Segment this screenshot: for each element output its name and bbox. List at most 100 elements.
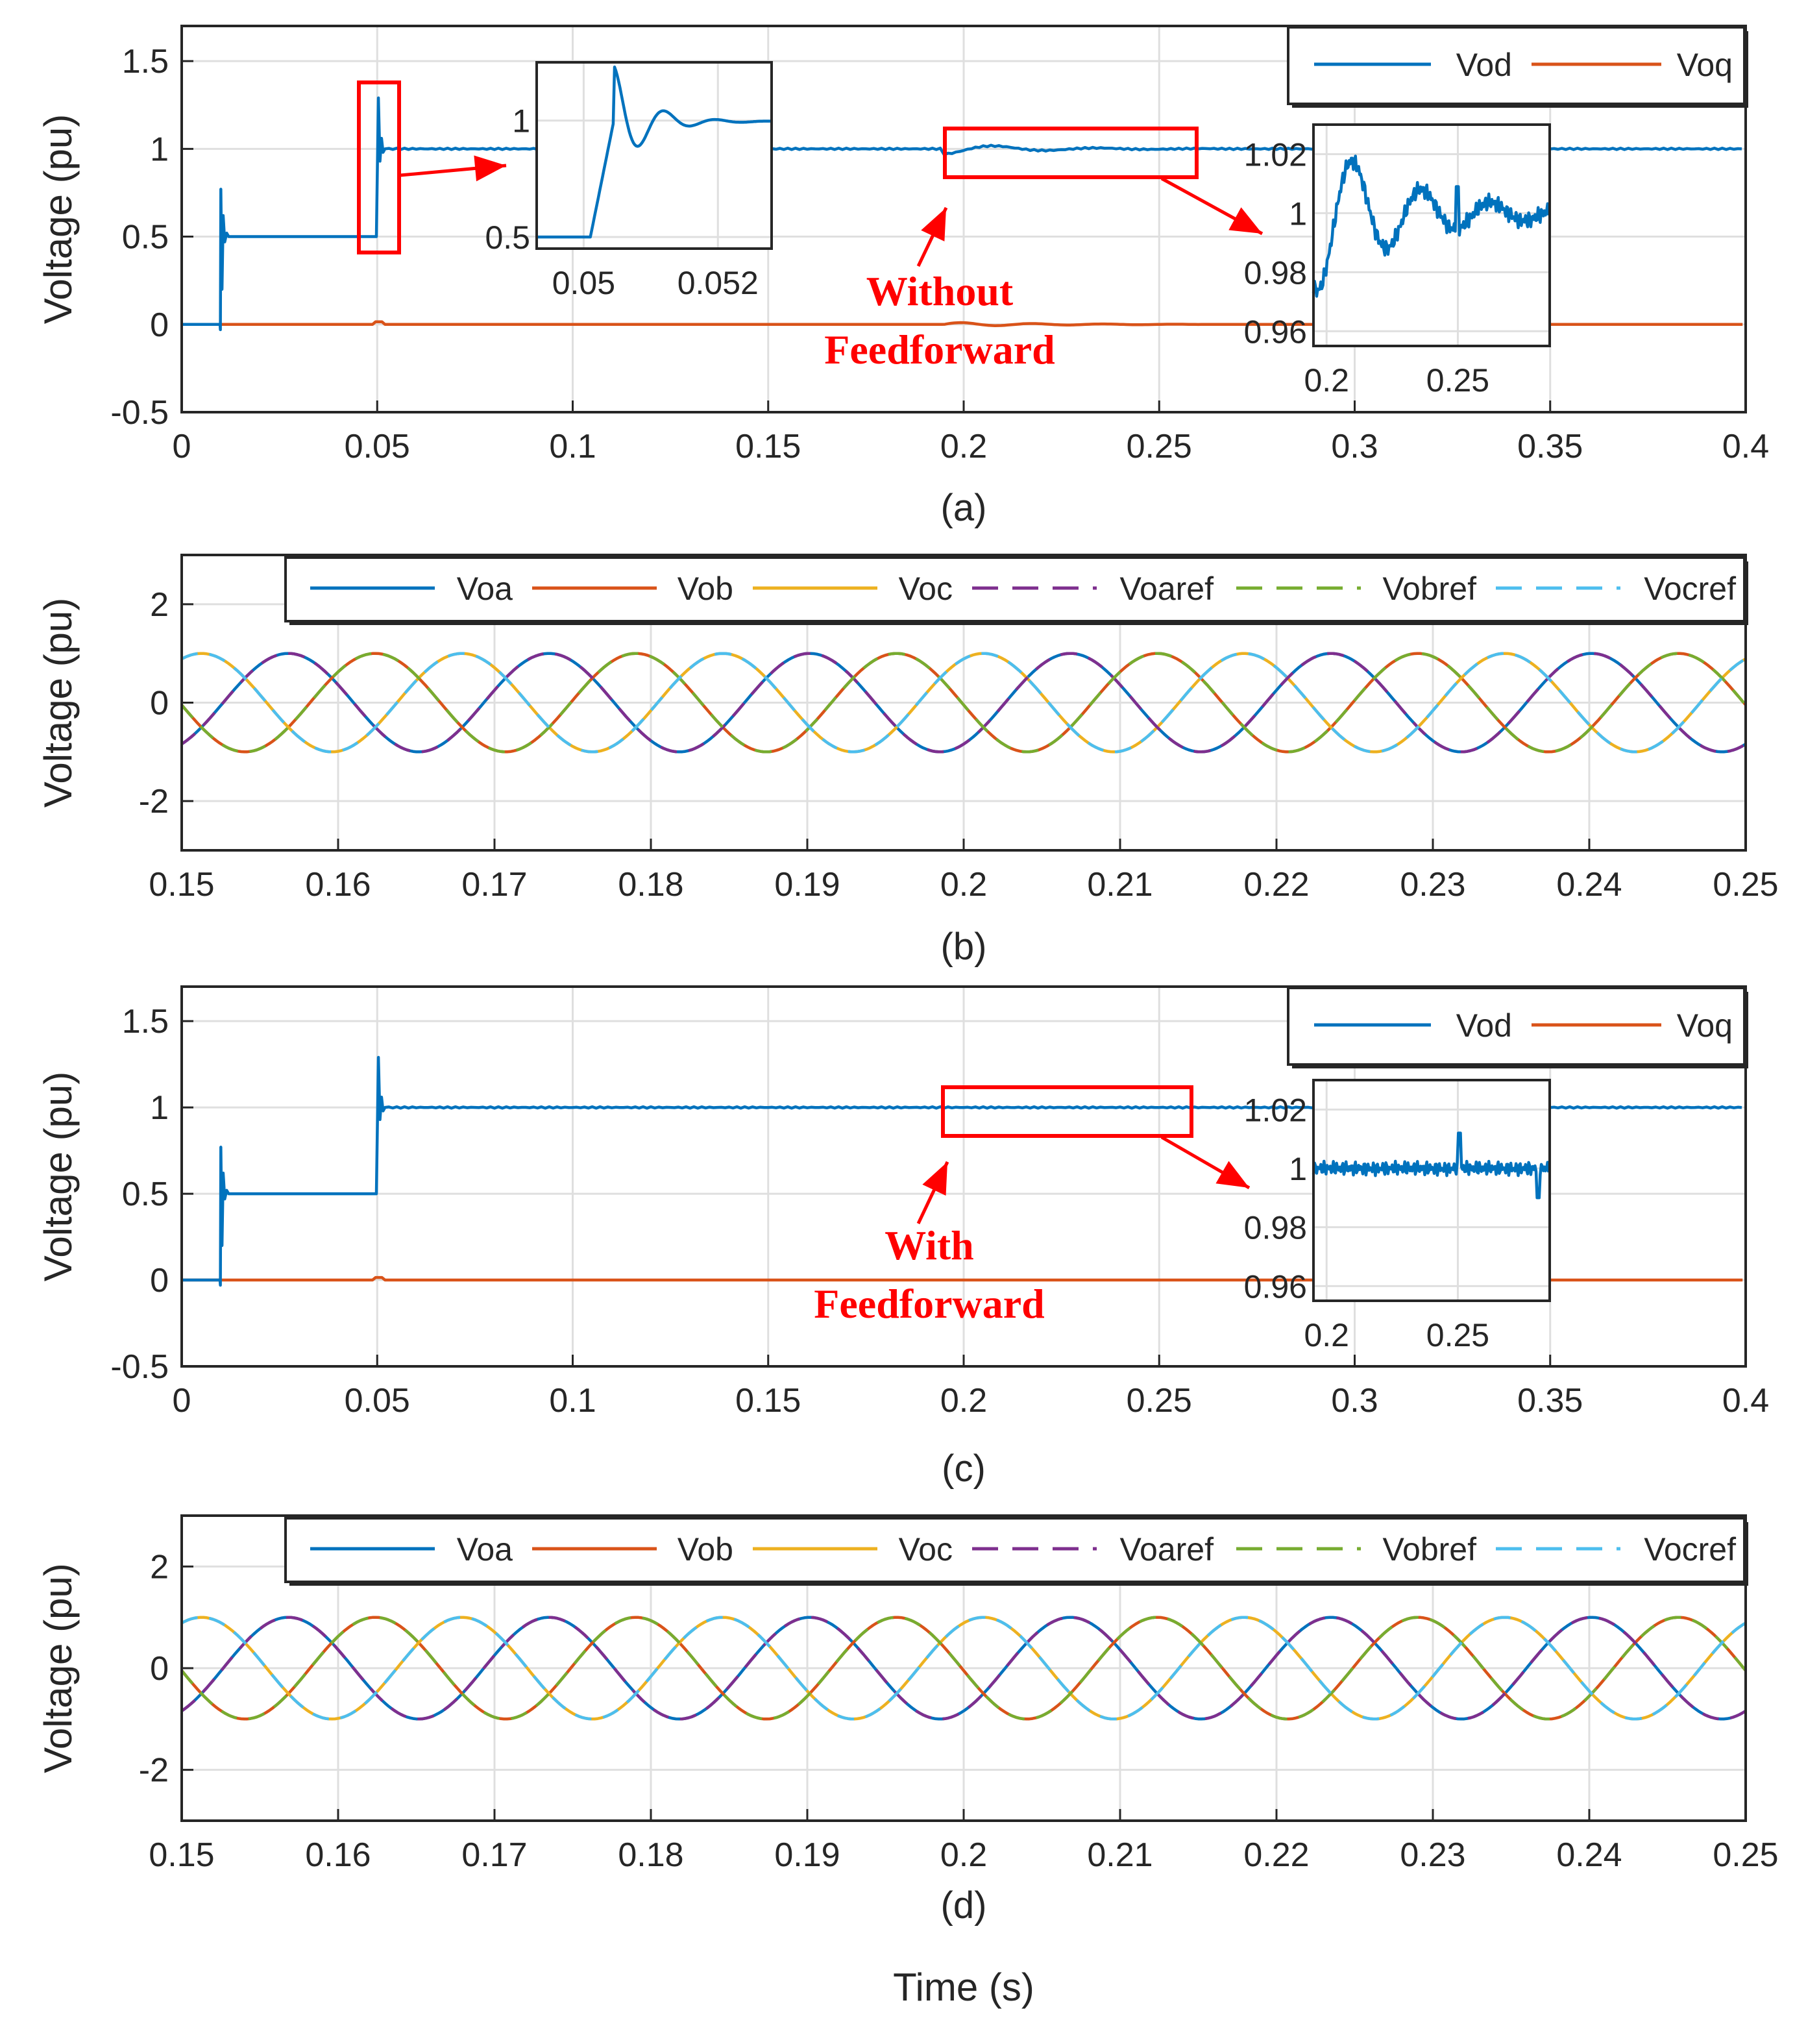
x-tick-label: 0.21 xyxy=(1087,1836,1153,1874)
legend-label: Voaref xyxy=(1119,571,1214,607)
y-tick-label: 2 xyxy=(150,1548,169,1586)
series-vobref-line xyxy=(180,652,1747,754)
annotations-a: Without Feedforward xyxy=(357,80,1264,373)
legend-2: Vod Voq xyxy=(1287,987,1748,1068)
x-tick-label: 0 xyxy=(173,1382,191,1420)
y-axis-label: Voltage (pu) xyxy=(36,598,80,808)
x-tick-label: 0.15 xyxy=(735,428,801,465)
legend-label: Voc xyxy=(899,1531,953,1568)
legend-label: Vod xyxy=(1456,47,1512,83)
x-axis-label: Time (s) xyxy=(893,1965,1034,2009)
annotation-arrowhead xyxy=(474,155,506,182)
legend-label: Voc xyxy=(899,571,953,607)
inset-x-tick-label: 0.25 xyxy=(1426,362,1489,399)
x-tick-label: 0 xyxy=(173,428,191,465)
x-tick-label: 0.21 xyxy=(1087,866,1153,904)
annotation-label: Feedforward xyxy=(824,326,1055,373)
y-tick-label: -0.5 xyxy=(110,394,169,432)
inset-x-tick-label: 0.052 xyxy=(678,265,759,301)
x-tick-label: 0.2 xyxy=(940,866,987,904)
inset-vod-line xyxy=(1312,1131,1550,1200)
panel-1: 0.15 0.16 0.17 0.18 0.19 0.2 0.21 0.22 0.23 0.24 0… xyxy=(36,555,1779,968)
inset-y-tick-label: 1.02 xyxy=(1244,1092,1307,1128)
x-tick-label: 0.25 xyxy=(1713,1836,1778,1874)
x-tick-label: 0.23 xyxy=(1400,1836,1465,1874)
x-tick-label: 0.15 xyxy=(149,1836,214,1874)
series-voc-line xyxy=(180,1616,1747,1721)
x-tick-label: 0.2 xyxy=(940,1382,987,1420)
annotation-arrowhead xyxy=(922,1162,947,1196)
y-tick-label: -2 xyxy=(139,783,169,820)
zoom-box-oscillation xyxy=(943,127,1199,179)
traces-1 xyxy=(180,652,1747,754)
legend-label: Vobref xyxy=(1382,571,1476,607)
x-tick-label: 0.19 xyxy=(774,866,840,904)
x-tick-label: 0.18 xyxy=(618,1836,683,1874)
y-tick-label: 1.5 xyxy=(122,43,169,80)
x-tick-label: 0.25 xyxy=(1713,866,1778,904)
inset-x-tick-label: 0.25 xyxy=(1426,1317,1489,1353)
series-vocref-line xyxy=(180,652,1747,754)
annotation-arrowhead xyxy=(921,208,946,241)
inset-y-tick-label: 0.98 xyxy=(1244,1210,1307,1246)
inset-y-tick-label: 1 xyxy=(1289,1151,1307,1187)
y-tick-label: 1 xyxy=(150,1089,169,1127)
annotation-label: Without xyxy=(866,268,1014,314)
x-tick-label: 0.16 xyxy=(305,866,371,904)
y-tick-label: -0.5 xyxy=(110,1348,169,1386)
legend-label: Voq xyxy=(1677,47,1733,83)
x-tick-label: 0.2 xyxy=(940,1836,987,1874)
axes-frame xyxy=(180,25,1747,413)
legend-1: Voa Vob Voc Voaref Vobref Vocref xyxy=(284,556,1748,625)
y-axis-label: Voltage (pu) xyxy=(36,1563,80,1773)
legend-label: Vocref xyxy=(1644,571,1736,607)
inset-vod-line xyxy=(1312,154,1550,298)
x-tick-label: 0.15 xyxy=(149,866,214,904)
inset-y-tick-label: 1 xyxy=(512,103,530,140)
x-tick-label: 0.22 xyxy=(1243,1836,1309,1874)
annotation-label: Feedforward xyxy=(814,1281,1044,1327)
x-tick-label: 0.4 xyxy=(1722,428,1769,465)
legend-label: Vob xyxy=(678,1531,733,1568)
panel-caption: (c) xyxy=(942,1447,986,1490)
x-tick-label: 0.4 xyxy=(1722,1382,1769,1420)
legend-label: Voq xyxy=(1677,1007,1733,1044)
inset-vod-line xyxy=(536,65,772,239)
inset-0-0: 0.05 0.052 0.5 1 xyxy=(485,61,773,301)
zoom-box-step xyxy=(357,80,401,254)
legend-label: Vocref xyxy=(1644,1531,1736,1568)
inset-x-tick-label: 0.2 xyxy=(1304,362,1349,399)
annotations-c: With Feedforward xyxy=(814,1085,1251,1327)
inset-y-tick-label: 1 xyxy=(1289,195,1307,232)
legend-label: Vobref xyxy=(1382,1531,1476,1568)
y-tick-label: -2 xyxy=(139,1752,169,1790)
x-tick-label: 0.16 xyxy=(305,1836,371,1874)
legend-label: Vob xyxy=(678,571,733,607)
x-tick-label: 0.3 xyxy=(1331,1382,1378,1420)
x-tick-label: 0.1 xyxy=(549,428,596,465)
inset-background xyxy=(1313,125,1550,346)
y-tick-label: 0 xyxy=(150,1262,169,1299)
legend-label: Voa xyxy=(457,1531,513,1568)
legend-box xyxy=(1287,26,1746,105)
x-tick-label: 0.15 xyxy=(735,1382,801,1420)
inset-x-tick-label: 0.2 xyxy=(1304,1317,1349,1353)
annotation-arrowhead xyxy=(1228,207,1262,234)
legend-label: Voa xyxy=(457,571,513,607)
x-tick-label: 0.18 xyxy=(618,866,683,904)
x-tick-label: 0.24 xyxy=(1556,866,1622,904)
panel-caption: (b) xyxy=(941,926,987,968)
x-tick-label: 0.2 xyxy=(940,428,987,465)
y-tick-label: 0 xyxy=(150,306,169,344)
y-axis-label: Voltage (pu) xyxy=(36,1072,80,1282)
inset-y-tick-label: 1.02 xyxy=(1244,136,1307,173)
x-tick-label: 0.23 xyxy=(1400,866,1465,904)
panel-3: 0.15 0.16 0.17 0.18 0.19 0.2 0.21 0.22 0.23 0.24 0… xyxy=(36,1516,1779,1927)
inset-y-tick-label: 0.5 xyxy=(485,219,530,256)
panel-caption: (a) xyxy=(941,487,987,529)
axes-frame xyxy=(180,985,1747,1368)
y-tick-label: 2 xyxy=(150,586,169,624)
panel-caption: (d) xyxy=(941,1884,987,1927)
inset-frame xyxy=(1312,1079,1551,1302)
